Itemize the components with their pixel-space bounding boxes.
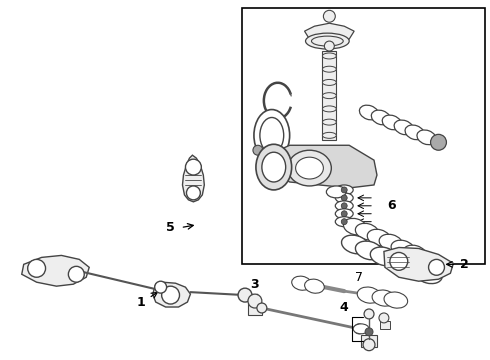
- Ellipse shape: [335, 217, 353, 227]
- Bar: [242, 8, 485, 264]
- Ellipse shape: [382, 115, 401, 130]
- Ellipse shape: [343, 219, 367, 235]
- Ellipse shape: [355, 241, 383, 260]
- Ellipse shape: [384, 292, 408, 308]
- Circle shape: [431, 134, 446, 150]
- Ellipse shape: [394, 120, 414, 135]
- Circle shape: [341, 211, 347, 217]
- Ellipse shape: [305, 279, 324, 293]
- Bar: [380, 321, 390, 329]
- Ellipse shape: [417, 130, 436, 145]
- Ellipse shape: [295, 157, 323, 179]
- Text: 1: 1: [136, 296, 145, 309]
- Circle shape: [187, 186, 200, 200]
- Text: 2: 2: [460, 258, 468, 271]
- Circle shape: [323, 10, 335, 22]
- Ellipse shape: [371, 110, 391, 125]
- Circle shape: [69, 266, 84, 282]
- Bar: [322, 51, 336, 140]
- Ellipse shape: [415, 265, 442, 284]
- Circle shape: [248, 294, 262, 308]
- Ellipse shape: [254, 109, 290, 161]
- Ellipse shape: [372, 290, 396, 306]
- Circle shape: [429, 260, 444, 275]
- Ellipse shape: [260, 117, 284, 153]
- Ellipse shape: [292, 276, 312, 290]
- Ellipse shape: [370, 247, 397, 266]
- Circle shape: [365, 328, 373, 336]
- Ellipse shape: [335, 209, 353, 219]
- Ellipse shape: [262, 152, 286, 182]
- Ellipse shape: [322, 119, 336, 125]
- Circle shape: [364, 309, 374, 319]
- Circle shape: [324, 41, 334, 51]
- Circle shape: [185, 159, 201, 175]
- Circle shape: [162, 286, 179, 304]
- Circle shape: [238, 288, 252, 302]
- Ellipse shape: [353, 324, 369, 334]
- Circle shape: [253, 145, 263, 155]
- Ellipse shape: [357, 287, 381, 303]
- Ellipse shape: [379, 234, 403, 251]
- Circle shape: [354, 324, 364, 334]
- Ellipse shape: [355, 223, 379, 240]
- Ellipse shape: [306, 33, 349, 49]
- Text: 7: 7: [355, 271, 363, 284]
- Ellipse shape: [403, 245, 426, 262]
- Bar: [248, 303, 262, 315]
- Circle shape: [341, 195, 347, 201]
- Ellipse shape: [326, 186, 346, 198]
- Ellipse shape: [342, 235, 369, 254]
- Circle shape: [341, 187, 347, 193]
- Ellipse shape: [256, 144, 292, 190]
- Ellipse shape: [322, 53, 336, 59]
- Ellipse shape: [288, 150, 331, 186]
- Ellipse shape: [368, 229, 391, 246]
- Polygon shape: [182, 155, 204, 202]
- Polygon shape: [305, 23, 354, 43]
- Circle shape: [155, 281, 167, 293]
- Circle shape: [341, 219, 347, 225]
- Ellipse shape: [322, 93, 336, 99]
- Polygon shape: [153, 282, 191, 307]
- Ellipse shape: [322, 66, 336, 72]
- Circle shape: [379, 313, 389, 323]
- Ellipse shape: [335, 193, 353, 203]
- Ellipse shape: [335, 201, 353, 211]
- Ellipse shape: [391, 240, 415, 257]
- Ellipse shape: [405, 125, 424, 140]
- Ellipse shape: [400, 259, 427, 278]
- Ellipse shape: [359, 105, 379, 120]
- Text: 3: 3: [250, 278, 259, 291]
- Circle shape: [363, 339, 375, 351]
- Polygon shape: [268, 145, 377, 188]
- Text: 6: 6: [387, 199, 395, 212]
- Circle shape: [341, 203, 347, 209]
- Polygon shape: [22, 255, 89, 286]
- Ellipse shape: [312, 36, 343, 46]
- Ellipse shape: [322, 80, 336, 85]
- Ellipse shape: [335, 185, 353, 195]
- Text: 5: 5: [166, 221, 175, 234]
- Ellipse shape: [322, 106, 336, 112]
- Circle shape: [390, 252, 408, 270]
- Polygon shape: [384, 247, 453, 281]
- Ellipse shape: [322, 132, 336, 138]
- Circle shape: [28, 260, 46, 277]
- Bar: [361, 335, 377, 347]
- Circle shape: [257, 303, 267, 313]
- Text: 4: 4: [340, 301, 348, 314]
- Ellipse shape: [385, 253, 413, 272]
